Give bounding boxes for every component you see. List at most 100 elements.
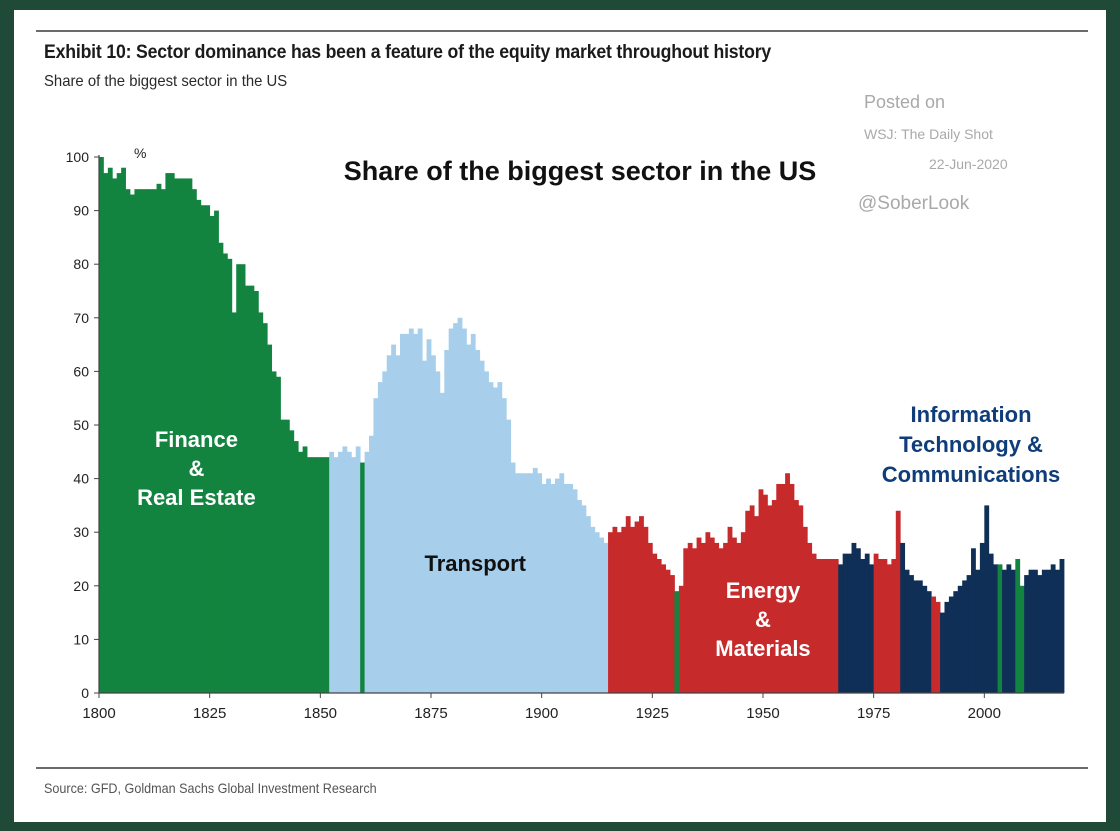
bar-1957 <box>793 500 799 693</box>
bar-1916 <box>612 526 618 693</box>
bar-1930 <box>674 591 680 693</box>
axes-layer: 0 10 20 30 40 50 60 70 80 90 100 1800 1825 1850 1875 19… <box>66 149 1064 722</box>
bar-1875 <box>431 355 436 693</box>
bar-1804 <box>116 173 122 693</box>
bar-1901 <box>546 478 551 693</box>
bar-1973 <box>864 553 870 693</box>
bar-2004 <box>1002 569 1007 693</box>
bar-1940 <box>718 548 724 693</box>
sector-label-tech-line-0: Information <box>911 402 1032 427</box>
bar-1958 <box>798 505 804 693</box>
chart-title: Share of the biggest sector in the US <box>344 156 817 186</box>
y-tick-label-40: 40 <box>73 471 89 487</box>
bar-1935 <box>696 537 702 693</box>
bar-1981 <box>900 542 906 693</box>
bar-1927 <box>661 564 667 693</box>
bar-1844 <box>293 441 299 693</box>
bar-1808 <box>134 189 140 693</box>
bar-1979 <box>891 559 897 693</box>
bar-1888 <box>488 382 494 693</box>
bar-1975 <box>873 553 879 693</box>
bar-1936 <box>701 542 706 693</box>
bar-1851 <box>324 457 330 693</box>
bar-1986 <box>922 585 928 693</box>
y-tick-label-100: 100 <box>66 149 90 165</box>
sector-label-energy-line-0: Energy <box>726 578 801 603</box>
bar-2000 <box>984 505 990 693</box>
bar-1868 <box>400 333 405 693</box>
bar-1813 <box>156 183 162 694</box>
bar-1893 <box>510 462 516 693</box>
bar-1966 <box>833 559 839 693</box>
x-tick-label-1825: 1825 <box>193 705 226 722</box>
bar-1887 <box>484 371 489 693</box>
bar-1951 <box>767 505 773 693</box>
bar-1820 <box>187 178 193 693</box>
bar-1937 <box>705 532 711 693</box>
y-tick-label-50: 50 <box>73 417 89 433</box>
bar-1917 <box>616 532 622 693</box>
x-tick-label-1925: 1925 <box>636 705 669 722</box>
bar-1828 <box>222 253 228 694</box>
bar-1904 <box>559 473 565 693</box>
bar-1969 <box>847 553 852 693</box>
bar-1879 <box>448 328 454 693</box>
bar-1845 <box>298 451 304 693</box>
bar-1897 <box>528 473 534 693</box>
sector-label-finance-line-0: Finance <box>155 427 238 452</box>
bar-1890 <box>497 382 503 693</box>
bar-1858 <box>355 446 361 693</box>
bar-2014 <box>1046 569 1052 693</box>
bar-1859 <box>360 462 365 693</box>
bar-1983 <box>909 575 914 693</box>
sector-label-energy-line-1: & <box>755 607 771 632</box>
top-divider <box>36 30 1088 32</box>
bar-2016 <box>1055 569 1060 693</box>
exhibit-content: Exhibit 10: Sector dominance has been a … <box>36 30 1088 810</box>
bar-1856 <box>346 451 352 693</box>
bar-1816 <box>169 173 175 693</box>
bar-2006 <box>1010 569 1016 693</box>
bar-1810 <box>143 189 149 693</box>
bar-1928 <box>665 569 671 693</box>
bar-1955 <box>785 473 790 693</box>
bar-1836 <box>258 312 264 693</box>
bar-1992 <box>948 596 954 693</box>
bar-1945 <box>740 532 746 693</box>
bar-1806 <box>125 189 131 693</box>
sector-label-finance-line-1: & <box>188 456 204 481</box>
bar-1999 <box>979 542 985 693</box>
bar-1977 <box>882 559 888 693</box>
x-tick-label-2000: 2000 <box>968 705 1001 722</box>
bar-1926 <box>656 559 662 693</box>
bars-layer <box>99 157 1065 694</box>
bar-1824 <box>205 205 211 694</box>
bar-1947 <box>749 505 755 693</box>
bar-1818 <box>178 178 184 693</box>
bar-1869 <box>404 333 410 693</box>
bar-1802 <box>107 167 113 694</box>
bar-1891 <box>501 398 507 693</box>
bar-1830 <box>231 312 237 693</box>
bar-1962 <box>816 559 821 693</box>
bar-1919 <box>625 516 631 693</box>
bar-1884 <box>470 333 476 693</box>
x-tick-label-1875: 1875 <box>414 705 447 722</box>
bar-1971 <box>855 548 861 693</box>
bar-2008 <box>1019 585 1025 693</box>
bar-1932 <box>683 548 689 693</box>
exhibit-subtitle: Share of the biggest sector in the US <box>44 73 288 90</box>
bar-1960 <box>807 542 813 693</box>
bar-1954 <box>780 483 786 693</box>
bar-1998 <box>975 569 981 693</box>
bar-2017 <box>1059 559 1065 693</box>
bar-1838 <box>267 344 273 693</box>
bar-1881 <box>457 317 463 693</box>
bar-1988 <box>931 596 937 693</box>
exhibit-title: Exhibit 10: Sector dominance has been a … <box>44 42 772 63</box>
bar-1906 <box>568 483 574 693</box>
bar-1853 <box>333 457 339 693</box>
sector-label-tech-line-1: Technology & <box>899 432 1043 457</box>
bar-1886 <box>479 360 485 693</box>
watermark-posted-on: Posted on <box>864 92 946 112</box>
